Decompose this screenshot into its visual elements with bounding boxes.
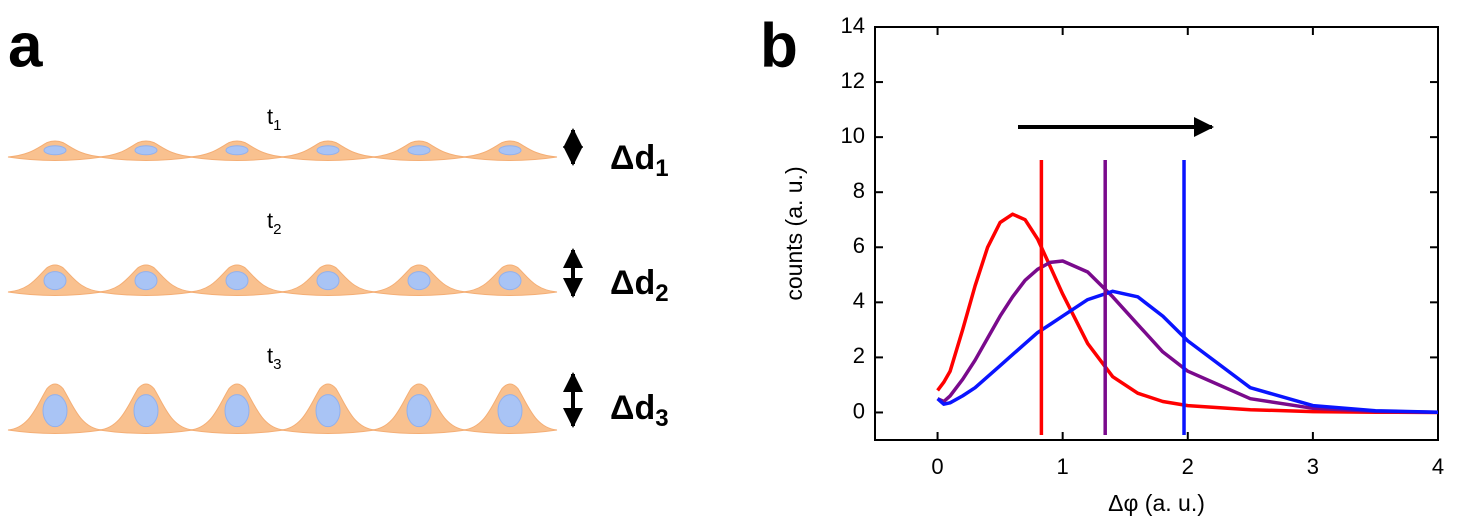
- time-label: t2: [267, 208, 281, 238]
- nucleus: [43, 271, 67, 291]
- time-base: t: [267, 208, 273, 233]
- nucleus: [225, 271, 249, 291]
- thickness-label: Δd2: [610, 264, 669, 307]
- plot-frame: [874, 26, 1439, 441]
- time-label: t3: [267, 343, 281, 373]
- nucleus: [224, 394, 250, 428]
- thickness-base: Δd: [610, 139, 655, 177]
- y-tick-label: 2: [853, 343, 865, 368]
- nucleus: [133, 394, 159, 428]
- y-tick-label: 8: [853, 178, 865, 203]
- nucleus: [42, 394, 68, 428]
- nucleus: [315, 394, 341, 428]
- y-tick-label: 0: [853, 398, 865, 423]
- nucleus: [497, 394, 523, 428]
- x-tick-label: 3: [1307, 454, 1319, 479]
- thickness-base: Δd: [610, 264, 655, 302]
- panel-letter: a: [8, 11, 43, 80]
- time-sub: 3: [273, 356, 281, 373]
- series-line: [936, 212, 1439, 415]
- x-axis-label: Δφ (a. u.): [1108, 490, 1205, 516]
- nucleus: [407, 145, 431, 156]
- nucleus: [406, 394, 432, 428]
- series-line: [936, 259, 1439, 414]
- thickness-base: Δd: [610, 389, 655, 427]
- nucleus: [316, 271, 340, 291]
- time-sub: 1: [273, 117, 281, 134]
- time-label: t1: [267, 104, 281, 134]
- thickness-label: Δd3: [610, 389, 669, 432]
- thickness-sub: 3: [655, 405, 668, 432]
- y-tick-label: 6: [853, 233, 865, 258]
- x-tick-label: 4: [1432, 454, 1444, 479]
- nucleus: [43, 145, 67, 156]
- nucleus: [407, 271, 431, 291]
- nucleus: [134, 271, 158, 291]
- thickness-sub: 2: [655, 280, 668, 307]
- x-tick-label: 1: [1057, 454, 1069, 479]
- y-tick-label: 10: [841, 123, 865, 148]
- y-axis-label: counts (a. u.): [781, 166, 807, 300]
- thickness-sub: 1: [655, 155, 668, 182]
- y-tick-label: 12: [841, 68, 865, 93]
- time-sub: 2: [273, 221, 281, 238]
- y-tick-label: 14: [841, 13, 865, 38]
- thickness-label: Δd1: [610, 139, 669, 182]
- nucleus: [225, 145, 249, 156]
- time-base: t: [267, 343, 273, 368]
- x-tick-label: 0: [931, 454, 943, 479]
- nucleus: [134, 145, 158, 156]
- nucleus: [316, 145, 340, 156]
- y-tick-label: 4: [853, 288, 865, 313]
- nucleus: [498, 145, 522, 156]
- time-base: t: [267, 104, 273, 129]
- nucleus: [498, 271, 522, 291]
- panel-letter: b: [760, 11, 798, 80]
- series-line: [936, 289, 1439, 414]
- x-tick-label: 2: [1182, 454, 1194, 479]
